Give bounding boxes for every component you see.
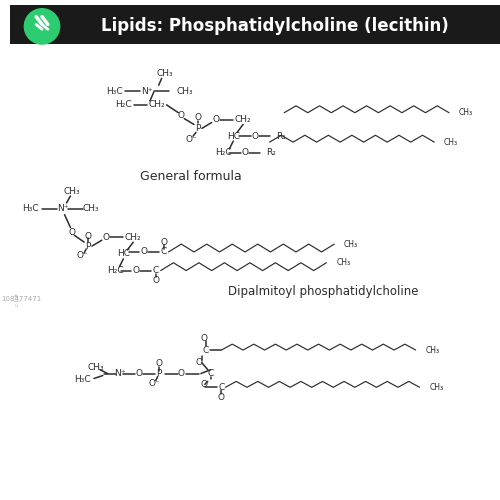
Text: N⁺: N⁺ — [57, 204, 68, 214]
Text: CH₃: CH₃ — [176, 86, 193, 96]
Text: CH₃: CH₃ — [82, 204, 100, 214]
Text: N⁺: N⁺ — [114, 369, 125, 378]
Text: H₃C: H₃C — [106, 86, 122, 96]
Text: P: P — [86, 242, 91, 250]
Text: O: O — [69, 228, 76, 237]
Text: O⁻: O⁻ — [149, 379, 160, 388]
Text: R₂: R₂ — [266, 148, 276, 158]
Text: CH₃: CH₃ — [459, 108, 473, 117]
Text: P: P — [195, 124, 200, 133]
Text: O: O — [140, 248, 147, 256]
Text: H₂C: H₂C — [215, 148, 232, 158]
Text: O: O — [102, 233, 109, 242]
Text: O: O — [242, 148, 248, 158]
Text: O: O — [252, 132, 258, 140]
Text: C: C — [202, 346, 209, 354]
Text: O: O — [152, 276, 160, 285]
Text: CH₃: CH₃ — [426, 346, 440, 354]
Text: General formula: General formula — [140, 170, 242, 183]
Text: Lipids: Phosphatidylcholine (lecithin): Lipids: Phosphatidylcholine (lecithin) — [100, 18, 448, 36]
Text: Bio: Bio — [34, 32, 50, 40]
Text: O: O — [200, 334, 207, 343]
Text: CH₃: CH₃ — [88, 363, 104, 372]
Text: CH₃: CH₃ — [444, 138, 458, 146]
Text: CH₂: CH₂ — [148, 100, 165, 110]
Text: Dipalmitoyl phosphatidylcholine: Dipalmitoyl phosphatidylcholine — [228, 284, 418, 298]
Text: H₃C: H₃C — [22, 204, 39, 214]
Text: H₃C: H₃C — [74, 375, 91, 384]
Text: CH₃: CH₃ — [156, 69, 173, 78]
Text: O: O — [84, 232, 91, 241]
Text: C: C — [160, 248, 166, 256]
Text: CH₃: CH₃ — [430, 383, 444, 392]
Text: HC: HC — [117, 250, 130, 258]
Text: O: O — [136, 369, 142, 378]
Text: O: O — [178, 111, 185, 120]
Text: O: O — [194, 113, 202, 122]
Text: O⁻: O⁻ — [185, 134, 197, 143]
Text: O: O — [218, 392, 225, 402]
Text: O: O — [132, 266, 140, 275]
Text: 108477471: 108477471 — [2, 296, 42, 302]
Text: C: C — [152, 266, 159, 275]
Text: O: O — [212, 115, 219, 124]
FancyBboxPatch shape — [10, 5, 500, 44]
Text: C: C — [208, 369, 214, 378]
Text: O: O — [155, 360, 162, 368]
Text: CH₃: CH₃ — [344, 240, 358, 248]
Text: P: P — [156, 369, 162, 378]
Text: H₂C: H₂C — [107, 266, 124, 275]
Text: O: O — [178, 369, 185, 378]
Text: C: C — [218, 383, 224, 392]
Text: N⁺: N⁺ — [141, 86, 152, 96]
Text: O⁻: O⁻ — [76, 252, 88, 260]
Text: O: O — [200, 380, 207, 389]
Text: H₂C: H₂C — [116, 100, 132, 110]
Text: c | #: c | # — [14, 292, 20, 306]
Text: O: O — [196, 358, 202, 368]
Text: CH₂: CH₂ — [234, 115, 252, 124]
Text: O: O — [160, 238, 167, 246]
Circle shape — [24, 8, 59, 44]
Text: CH₂: CH₂ — [125, 233, 142, 242]
Text: R₁: R₁ — [276, 132, 286, 140]
Text: CH₃: CH₃ — [336, 258, 350, 267]
Text: CH₃: CH₃ — [63, 186, 80, 196]
Text: HC: HC — [226, 132, 239, 140]
